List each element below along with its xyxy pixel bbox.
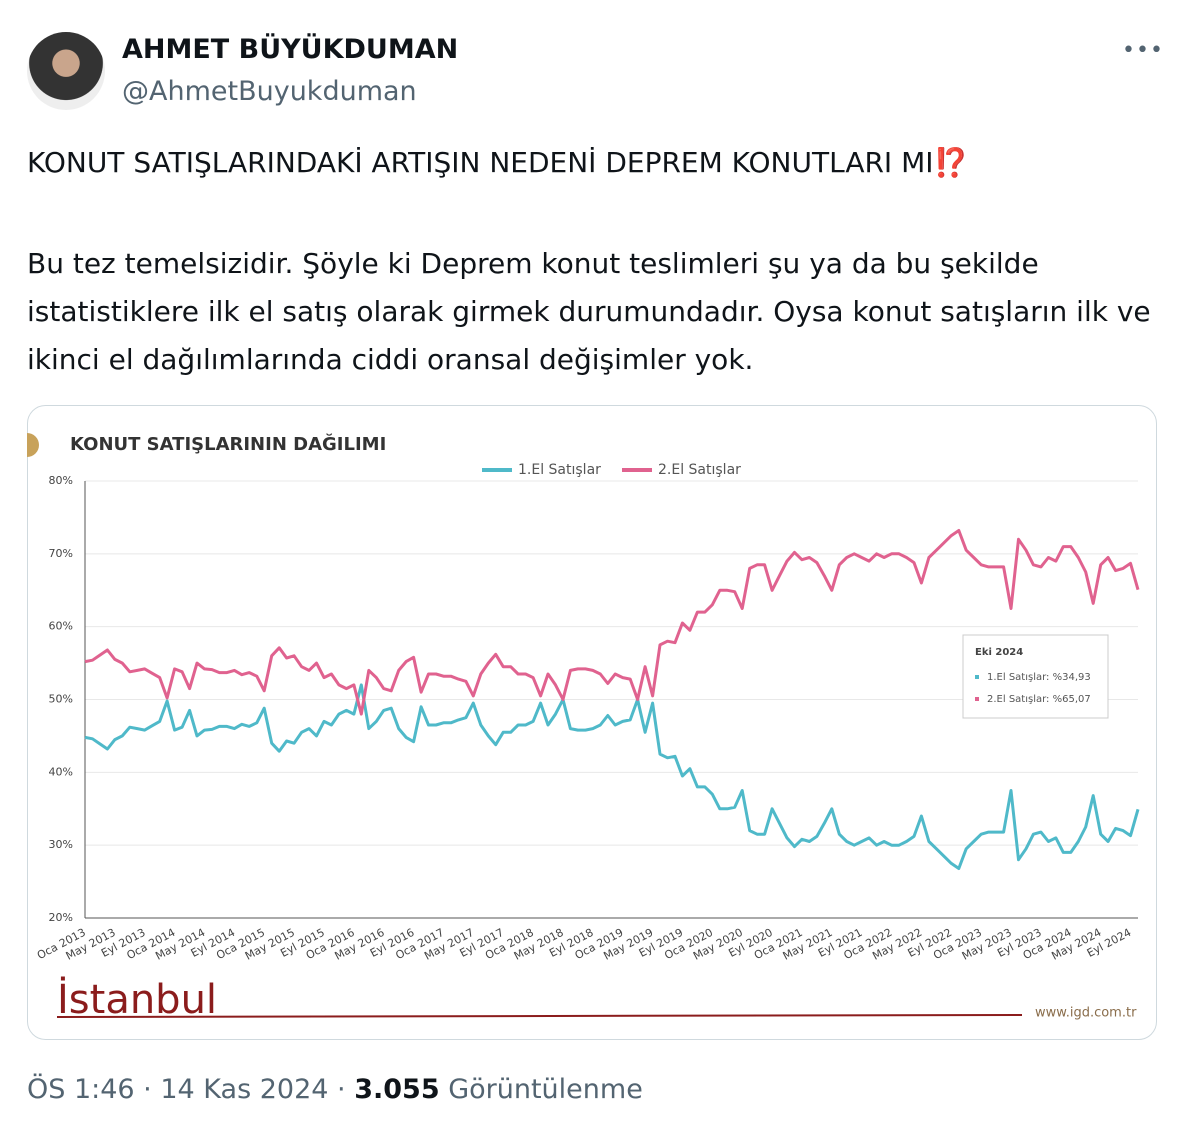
title-marker <box>27 433 39 457</box>
tooltip-line: 1.El Satışlar: %34,93 <box>987 672 1091 683</box>
author-handle[interactable]: @AhmetBuyukduman <box>122 76 417 107</box>
y-tick-label: 40% <box>49 765 73 778</box>
y-tick-label: 60% <box>49 620 73 633</box>
tooltip-swatch <box>975 675 979 679</box>
series-line <box>84 529 1140 716</box>
author-name[interactable]: AHMET BÜYÜKDUMAN <box>122 34 459 65</box>
chart-card <box>27 405 1157 1040</box>
tweet-body: Bu tez temelsizidir. Şöyle ki Deprem kon… <box>27 247 1151 376</box>
y-tick-label: 50% <box>49 693 73 706</box>
tooltip-swatch <box>975 697 979 701</box>
y-tick-label: 70% <box>49 547 73 560</box>
more-menu[interactable]: ••• <box>1122 38 1164 63</box>
brand-rule <box>56 1014 1023 1018</box>
view-count: 3.055 <box>354 1074 440 1105</box>
legend-label: 1.El Satışlar <box>518 462 601 478</box>
series-line <box>84 683 1140 870</box>
tooltip-title: Eki 2024 <box>975 647 1023 658</box>
chart: KONUT SATIŞLARININ DAĞILIMI İstanbul www… <box>27 405 1157 1040</box>
y-tick-label: 30% <box>49 838 73 851</box>
tooltip-box <box>962 634 1109 719</box>
chart-title: KONUT SATIŞLARININ DAĞILIMI <box>70 433 386 455</box>
brand: İstanbul <box>57 975 217 1023</box>
y-tick-label: 80% <box>49 474 73 487</box>
timestamp[interactable]: ÖS 1:46 · 14 Kas 2024 · <box>27 1074 346 1105</box>
footer: ÖS 1:46 · 14 Kas 2024 · 3.055 Görüntülen… <box>27 1074 643 1105</box>
y-tick-label: 20% <box>49 911 73 924</box>
avatar[interactable] <box>27 32 105 110</box>
tooltip-line: 2.El Satışlar: %65,07 <box>987 694 1091 705</box>
source: www.igd.com.tr <box>1035 1006 1137 1021</box>
legend-label: 2.El Satışlar <box>658 462 741 478</box>
tweet-headline: KONUT SATIŞLARINDAKİ ARTIŞIN NEDENİ DEPR… <box>27 146 969 179</box>
views-label: Görüntülenme <box>448 1074 643 1105</box>
